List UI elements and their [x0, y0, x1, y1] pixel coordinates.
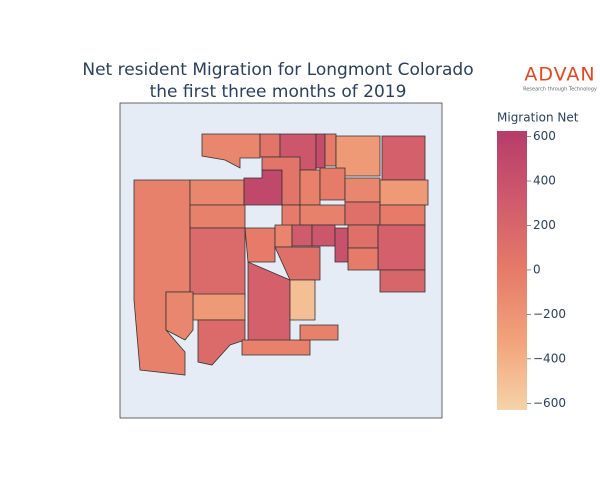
- title-line: the first three months of 2019: [150, 82, 407, 102]
- region: [311, 224, 336, 247]
- region: [189, 227, 246, 299]
- region: [344, 177, 381, 203]
- region: [299, 169, 321, 206]
- title-line: Net resident Migration for Longmont Colo…: [82, 60, 473, 80]
- region: [335, 135, 381, 177]
- region: [274, 224, 293, 248]
- region: [347, 247, 379, 271]
- logo: ADVAN: [524, 64, 595, 86]
- region: [244, 227, 276, 263]
- colorbar-tick-label: 600: [533, 129, 556, 143]
- colorbar-tick-label: −600: [533, 396, 566, 410]
- region: [379, 269, 426, 293]
- region: [189, 204, 246, 229]
- region: [319, 167, 346, 201]
- region: [165, 291, 194, 341]
- region: [241, 339, 311, 356]
- region: [379, 179, 429, 206]
- colorbar-ticks: 600 400 200 0 −200 −400 −600: [527, 129, 566, 410]
- region: [189, 179, 245, 206]
- region: [197, 319, 246, 366]
- region: [291, 224, 313, 247]
- region: [274, 246, 321, 281]
- region: [299, 204, 346, 226]
- colorbar-tick-label: −200: [533, 307, 566, 321]
- colorbar: [497, 131, 527, 410]
- region: [281, 204, 301, 229]
- logo-tagline: Research through Technology: [523, 87, 597, 93]
- region: [347, 224, 379, 249]
- colorbar-tick-label: 0: [533, 262, 541, 276]
- region: [315, 133, 326, 169]
- region: [344, 201, 381, 226]
- region: [299, 324, 339, 341]
- colorbar-tick-label: −400: [533, 351, 566, 365]
- region: [259, 133, 281, 158]
- region: [289, 279, 316, 321]
- region: [377, 224, 426, 271]
- colorbar-tick-label: 400: [533, 174, 556, 188]
- region: [379, 204, 426, 226]
- region: [324, 133, 337, 167]
- regions: [133, 133, 429, 376]
- colorbar-title: Migration Net: [497, 111, 579, 125]
- region: [334, 227, 349, 263]
- region: [381, 135, 426, 181]
- colorbar-tick-label: 200: [533, 218, 556, 232]
- region: [192, 293, 246, 321]
